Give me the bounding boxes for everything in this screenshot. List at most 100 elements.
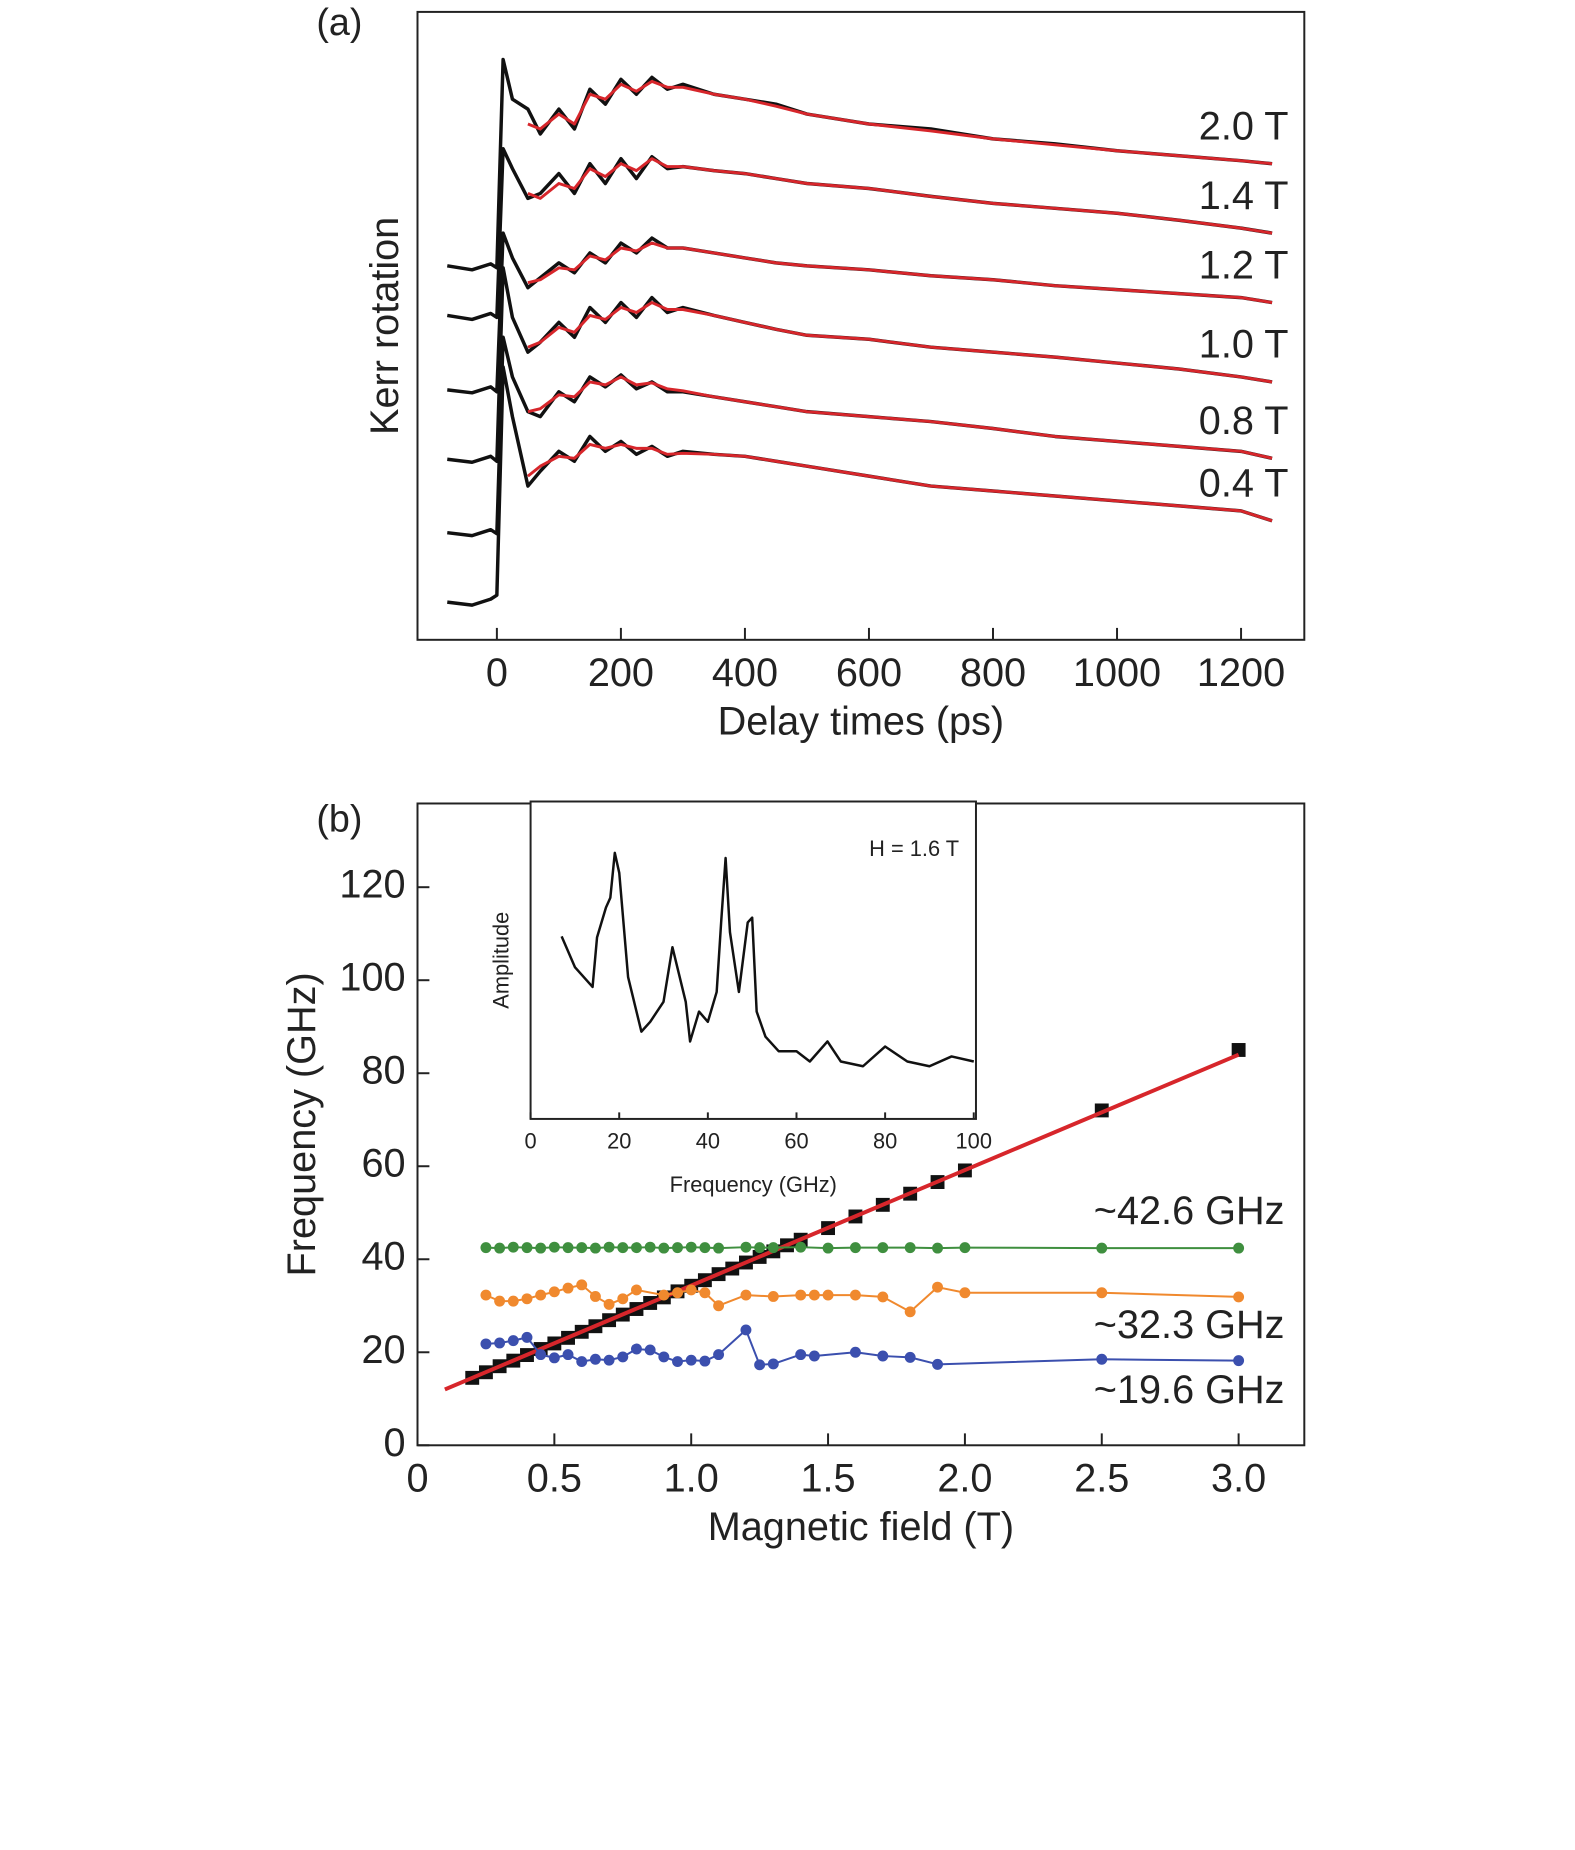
- x-tick-label: 0: [486, 651, 508, 695]
- circle-marker: [658, 1351, 670, 1363]
- circle-marker: [685, 1284, 697, 1296]
- circle-marker: [1096, 1287, 1108, 1299]
- circle-marker: [507, 1335, 519, 1347]
- series-label: ~32.3 GHz: [1094, 1303, 1285, 1347]
- circle-marker: [904, 1306, 916, 1318]
- y-tick-label: 60: [361, 1142, 405, 1186]
- circle-marker: [699, 1355, 711, 1367]
- panel-label: (a): [316, 1, 362, 43]
- circle-marker: [740, 1324, 752, 1336]
- fit-line: [526, 442, 1273, 523]
- circle-marker: [494, 1295, 506, 1307]
- circle-marker: [849, 1242, 861, 1254]
- x-tick-label: 1200: [1197, 651, 1285, 695]
- fit-line: [527, 79, 1273, 166]
- fit-line: [527, 375, 1273, 460]
- x-tick-label: 40: [696, 1129, 720, 1154]
- y-axis-title: Kerr rotation: [363, 217, 407, 435]
- circle-marker: [959, 1242, 971, 1254]
- circle-marker: [740, 1289, 752, 1301]
- circle-marker: [877, 1291, 889, 1303]
- circle-marker: [589, 1353, 601, 1365]
- circle-marker: [699, 1287, 711, 1299]
- series-label: 0.4 T: [1199, 462, 1289, 506]
- circle-marker: [1233, 1355, 1245, 1367]
- circle-marker: [617, 1242, 629, 1254]
- circle-marker: [1233, 1291, 1245, 1303]
- x-tick-label: 0.5: [527, 1456, 582, 1500]
- x-tick-label: 20: [607, 1129, 631, 1154]
- circle-marker: [877, 1242, 889, 1254]
- fit-line: [527, 157, 1273, 235]
- x-tick-label: 1000: [1073, 651, 1161, 695]
- x-tick-label: 2.5: [1074, 1456, 1129, 1500]
- series-label: ~19.6 GHz: [1094, 1368, 1285, 1412]
- x-tick-label: 1.5: [800, 1456, 855, 1500]
- y-tick-label: 120: [339, 863, 405, 907]
- circle-marker: [959, 1287, 971, 1299]
- circle-marker: [548, 1241, 560, 1253]
- y-axis-title: Frequency (GHz): [280, 972, 324, 1276]
- circle-marker: [480, 1242, 492, 1254]
- x-tick-label: 400: [712, 651, 778, 695]
- circle-marker: [521, 1331, 533, 1343]
- circle-marker: [795, 1241, 807, 1253]
- circle-marker: [507, 1295, 519, 1307]
- circle-marker: [535, 1242, 547, 1254]
- x-tick-label: 600: [836, 651, 902, 695]
- series-label: 2.0 T: [1199, 104, 1289, 148]
- y-tick-label: 0: [384, 1421, 406, 1465]
- series-label: 1.4 T: [1199, 174, 1289, 218]
- x-axis-title: Frequency (GHz): [670, 1172, 837, 1197]
- circle-marker: [644, 1241, 656, 1253]
- circle-marker: [535, 1289, 547, 1301]
- circle-marker: [849, 1346, 861, 1358]
- series-label: 1.0 T: [1199, 323, 1289, 367]
- circle-marker: [904, 1351, 916, 1363]
- x-tick-label: 0: [525, 1129, 537, 1154]
- circle-marker: [521, 1242, 533, 1254]
- circle-marker: [576, 1242, 588, 1254]
- x-tick-label: 200: [588, 651, 654, 695]
- x-tick-label: 800: [960, 651, 1026, 695]
- circle-marker: [822, 1242, 834, 1254]
- y-tick-label: 100: [339, 956, 405, 1000]
- x-tick-label: 0: [406, 1456, 428, 1500]
- y-tick-label: 80: [361, 1049, 405, 1093]
- data-line: [560, 851, 975, 1068]
- circle-marker: [480, 1338, 492, 1350]
- circle-marker: [767, 1358, 779, 1370]
- plot-frame: [416, 10, 1306, 641]
- circle-marker: [808, 1289, 820, 1301]
- series-label: 1.2 T: [1199, 243, 1289, 287]
- circle-marker: [767, 1242, 779, 1254]
- y-tick-label: 20: [361, 1328, 405, 1372]
- circle-marker: [1096, 1353, 1108, 1365]
- circle-marker: [658, 1289, 670, 1301]
- circle-marker: [672, 1287, 683, 1299]
- circle-marker: [548, 1286, 560, 1298]
- circle-marker: [631, 1343, 642, 1355]
- circle-marker: [603, 1241, 615, 1253]
- annotation: H = 1.6 T: [869, 836, 959, 861]
- series-label: 0.8 T: [1199, 399, 1289, 443]
- circle-marker: [713, 1242, 725, 1254]
- x-axis-title: Magnetic field (T): [708, 1505, 1014, 1549]
- y-tick-label: 40: [361, 1235, 405, 1279]
- circle-marker: [644, 1344, 656, 1356]
- series-label: ~42.6 GHz: [1094, 1189, 1285, 1233]
- x-tick-label: 3.0: [1211, 1456, 1266, 1500]
- circle-marker: [685, 1354, 697, 1366]
- circle-marker: [713, 1349, 725, 1361]
- circle-marker: [658, 1242, 670, 1254]
- circle-marker: [562, 1282, 574, 1294]
- circle-marker: [562, 1242, 574, 1254]
- x-tick-label: 2.0: [937, 1456, 992, 1500]
- x-tick-label: 1.0: [664, 1456, 719, 1500]
- circle-marker: [576, 1279, 588, 1291]
- circle-marker: [480, 1289, 492, 1301]
- circle-marker: [754, 1242, 766, 1254]
- x-tick-label: 100: [956, 1129, 992, 1154]
